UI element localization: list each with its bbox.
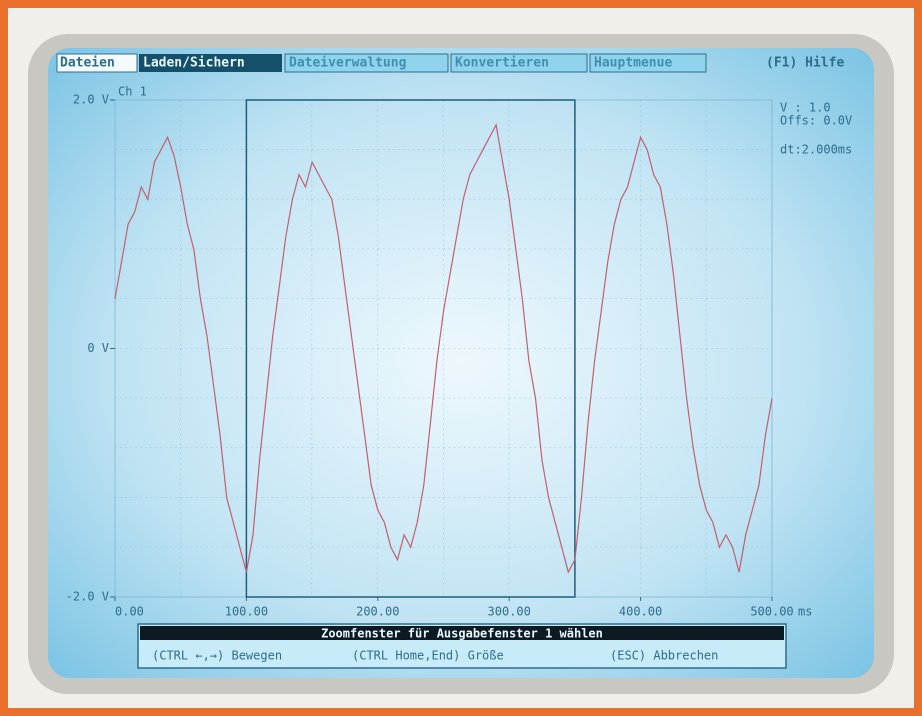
menu-item[interactable]: Laden/Sichern (143, 56, 245, 71)
page: Dateien Laden/Sichern Dateiverwaltung Ko… (0, 0, 922, 716)
menu-item[interactable]: Dateien (60, 56, 115, 71)
volts-info: V : 1.0 (780, 101, 831, 115)
x-tick-label: 0.00 (115, 605, 144, 619)
dt-info: dt:2.000ms (780, 143, 852, 157)
menu-item[interactable]: Dateiverwaltung (289, 56, 406, 71)
screen-photo: Dateien Laden/Sichern Dateiverwaltung Ko… (0, 0, 922, 716)
y-tick-label: 0 V (87, 341, 109, 355)
status-hint: (ESC) Abbrechen (610, 649, 718, 663)
y-tick-label: -2.0 V (66, 590, 109, 604)
x-tick-label: 300.00 (488, 605, 531, 619)
x-tick-label: 100.00 (225, 605, 268, 619)
menu-item[interactable]: Hauptmenue (594, 56, 672, 71)
menu-item[interactable]: Konvertieren (455, 56, 549, 71)
x-axis-unit: ms (798, 605, 812, 619)
help[interactable]: (F1) Hilfe (766, 56, 844, 71)
status-hint: (CTRL ←,→) Bewegen (152, 649, 282, 663)
channel-label: Ch 1 (118, 85, 147, 99)
x-tick-label: 200.00 (356, 605, 399, 619)
status-bar: Zoomfenster für Ausgabefenster 1 wählen … (138, 624, 786, 668)
status-title: Zoomfenster für Ausgabefenster 1 wählen (321, 627, 603, 641)
plot-grid (115, 100, 772, 597)
x-tick-label: 400.00 (619, 605, 662, 619)
x-tick-label: 500.00 (750, 605, 793, 619)
y-tick-label: 2.0 V (73, 93, 109, 107)
status-hint: (CTRL Home,End) Größe (352, 649, 504, 663)
offset-info: Offs: 0.0V (780, 114, 852, 128)
